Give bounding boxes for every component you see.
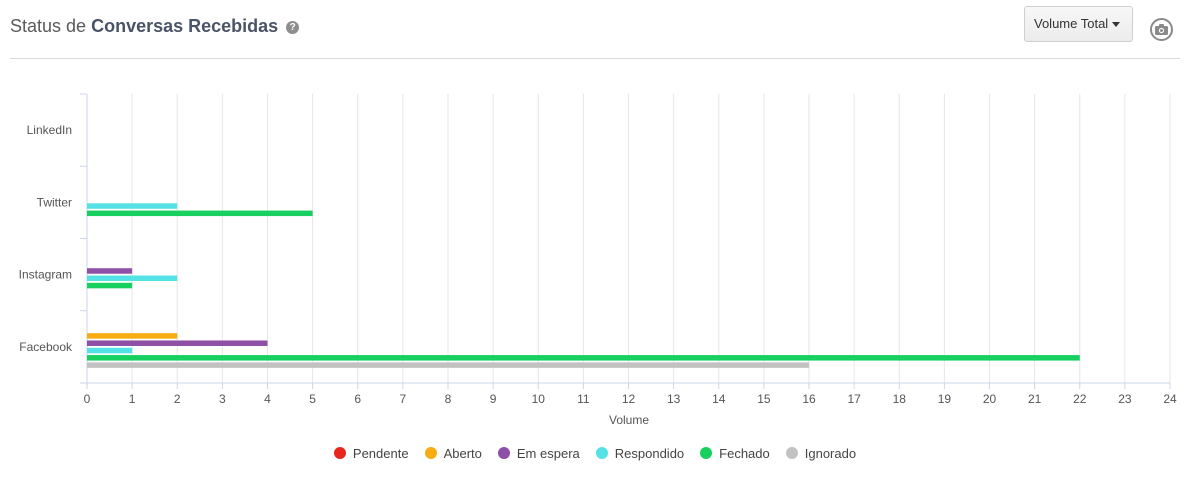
- x-tick-label: 1: [129, 392, 136, 406]
- legend-label: Pendente: [352, 446, 409, 461]
- chart-header: Status de Conversas Recebidas ?: [10, 0, 1180, 59]
- x-tick-label: 5: [309, 392, 316, 406]
- y-tick-label: Instagram: [19, 268, 72, 282]
- camera-icon[interactable]: [1150, 18, 1173, 41]
- legend-dot: [497, 447, 510, 459]
- x-tick-label: 13: [667, 392, 681, 406]
- legend-item-aberto[interactable]: Aberto: [424, 446, 482, 461]
- legend-item-pendente[interactable]: Pendente: [333, 446, 409, 461]
- legend-dot: [595, 447, 608, 459]
- metric-dropdown-label: Volume Total: [1034, 16, 1109, 31]
- x-tick-label: 4: [264, 392, 271, 406]
- x-tick-label: 6: [354, 392, 361, 406]
- bar-facebook-ignorado: [87, 362, 809, 368]
- x-axis-title: Volume: [609, 413, 649, 427]
- bar-chart: 0 1 2 3 4 5 6 7 8 9 10 11 12 13 14 15 16 17 18 19 20 21 22 23 24…: [19, 93, 1177, 427]
- y-tick-label: LinkedIn: [27, 123, 72, 137]
- x-tick-label: 17: [847, 392, 861, 406]
- legend-dot: [333, 447, 346, 459]
- chart-legend: Pendente Aberto Em espera Respondido Fechado…: [0, 446, 1190, 464]
- x-tick-label: 7: [400, 392, 407, 406]
- bar-facebook-respondido: [87, 347, 133, 354]
- caret-down-icon: [1112, 22, 1120, 27]
- metric-dropdown[interactable]: Volume Total: [1024, 6, 1133, 42]
- bar-facebook-fechado: [87, 355, 1080, 361]
- x-tick-label: 10: [532, 392, 546, 406]
- chart-title: Status de Conversas Recebidas ?: [10, 16, 300, 37]
- x-tick-label: 18: [893, 392, 907, 406]
- x-tick-label: 21: [1028, 392, 1042, 406]
- y-tick-label: Facebook: [19, 340, 73, 354]
- legend-item-ignorado[interactable]: Ignorado: [785, 446, 857, 461]
- x-tick-label: 3: [219, 392, 226, 406]
- x-tick-label: 0: [84, 392, 91, 406]
- title-prefix: Status de: [10, 16, 87, 36]
- legend-dot: [700, 447, 713, 459]
- bar-facebook-aberto: [87, 333, 178, 339]
- x-tick-label: 16: [802, 392, 816, 406]
- x-tick-label: 20: [983, 392, 997, 406]
- x-tick-label: 8: [445, 392, 452, 406]
- question-circle-icon[interactable]: ?: [286, 21, 300, 34]
- x-tick-label: 11: [577, 392, 590, 406]
- y-tick-label: Twitter: [37, 195, 72, 209]
- legend-dot: [785, 447, 798, 459]
- x-tick-label: 19: [938, 392, 952, 406]
- x-tick-label: 23: [1118, 392, 1132, 406]
- x-tick-label: 14: [712, 392, 726, 406]
- bar-twitter-respondido: [87, 203, 178, 209]
- bar-twitter-fechado: [87, 210, 313, 217]
- title-bold: Conversas Recebidas: [91, 16, 279, 36]
- x-tick-label: 24: [1163, 392, 1177, 406]
- x-tick-label: 22: [1073, 392, 1087, 406]
- bar-facebook-em-espera: [87, 340, 268, 346]
- legend-item-respondido[interactable]: Respondido: [595, 446, 685, 461]
- legend-label: Respondido: [614, 446, 685, 461]
- x-tick-label: 12: [622, 392, 636, 406]
- legend-label: Fechado: [719, 446, 770, 461]
- legend-label: Ignorado: [804, 446, 857, 461]
- x-tick-label: 9: [490, 392, 497, 406]
- bar-instagram-respondido: [87, 275, 178, 282]
- x-tick-label: 2: [174, 392, 181, 406]
- legend-label: Aberto: [443, 446, 482, 461]
- x-tick-label: 15: [757, 392, 771, 406]
- legend-item-em-espera[interactable]: Em espera: [497, 446, 580, 461]
- legend-label: Em espera: [516, 446, 580, 461]
- legend-item-fechado[interactable]: Fechado: [700, 446, 770, 461]
- bar-instagram-em-espera: [87, 268, 133, 274]
- legend-dot: [424, 447, 437, 459]
- bar-instagram-fechado: [87, 282, 133, 289]
